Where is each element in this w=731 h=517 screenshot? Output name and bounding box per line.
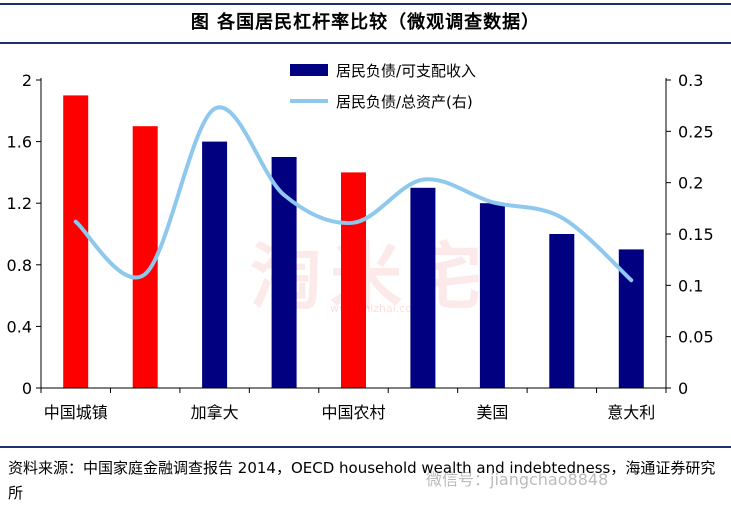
title-rule xyxy=(0,42,731,44)
x-category-label-6: 美国 xyxy=(476,403,508,422)
y-right-tick-label-2: 0.1 xyxy=(678,276,703,295)
y-left-tick-label-5: 2 xyxy=(22,71,32,90)
y-left-tick-label-1: 0.4 xyxy=(7,317,32,336)
bar-4 xyxy=(341,172,366,388)
bar-0 xyxy=(63,95,89,389)
series-line xyxy=(73,105,634,283)
y-right-tick-label-5: 0.25 xyxy=(678,122,714,141)
legend-bar-label: 居民负债/可支配收入 xyxy=(336,62,476,80)
source-note: 资料来源：中国家庭金融调查报告 2014，OECD household weal… xyxy=(8,459,716,502)
bar-2 xyxy=(202,141,228,388)
x-category-label-8: 意大利 xyxy=(607,403,655,422)
y-right-tick-label-0: 0 xyxy=(678,379,688,398)
bottom-rule xyxy=(0,446,731,448)
bar-7 xyxy=(549,234,575,388)
bar-5 xyxy=(410,187,436,388)
y-right-tick-label-4: 0.2 xyxy=(678,174,703,193)
legend: 居民负债/可支配收入 居民负债/总资产(右) xyxy=(290,62,476,111)
chart: 0 0.4 0.8 1.2 1.6 2 0 0.05 0.1 0.15 0.2 0.25 0.3 中国城镇… xyxy=(7,62,714,422)
axes-group: 0 0.4 0.8 1.2 1.6 2 0 0.05 0.1 0.15 0.2 0.25 0.3 中国城镇… xyxy=(7,71,714,422)
bar-1 xyxy=(132,126,158,388)
x-category-label-4: 中国农村 xyxy=(321,403,385,422)
y-right-tick-label-6: 0.3 xyxy=(678,71,703,90)
bar-3 xyxy=(271,157,297,388)
bars-group xyxy=(63,95,644,389)
y-left-tick-label-3: 1.2 xyxy=(7,194,32,213)
line-group xyxy=(73,105,634,283)
x-category-label-2: 加拿大 xyxy=(191,403,239,422)
y-left-tick-label-0: 0 xyxy=(22,379,32,398)
chart-title: 图 各国居民杠杆率比较（微观调查数据） xyxy=(190,12,541,33)
x-category-label-0: 中国城镇 xyxy=(44,403,108,422)
y-right-tick-label-1: 0.05 xyxy=(678,328,714,347)
y-left-tick-label-4: 1.6 xyxy=(7,133,32,152)
top-rule xyxy=(0,3,731,5)
y-left-tick-label-2: 0.8 xyxy=(7,256,32,275)
legend-bar-swatch xyxy=(290,64,328,76)
y-right-tick-label-3: 0.15 xyxy=(678,225,714,244)
bar-6 xyxy=(479,203,505,388)
legend-line-label: 居民负债/总资产(右) xyxy=(336,93,473,111)
